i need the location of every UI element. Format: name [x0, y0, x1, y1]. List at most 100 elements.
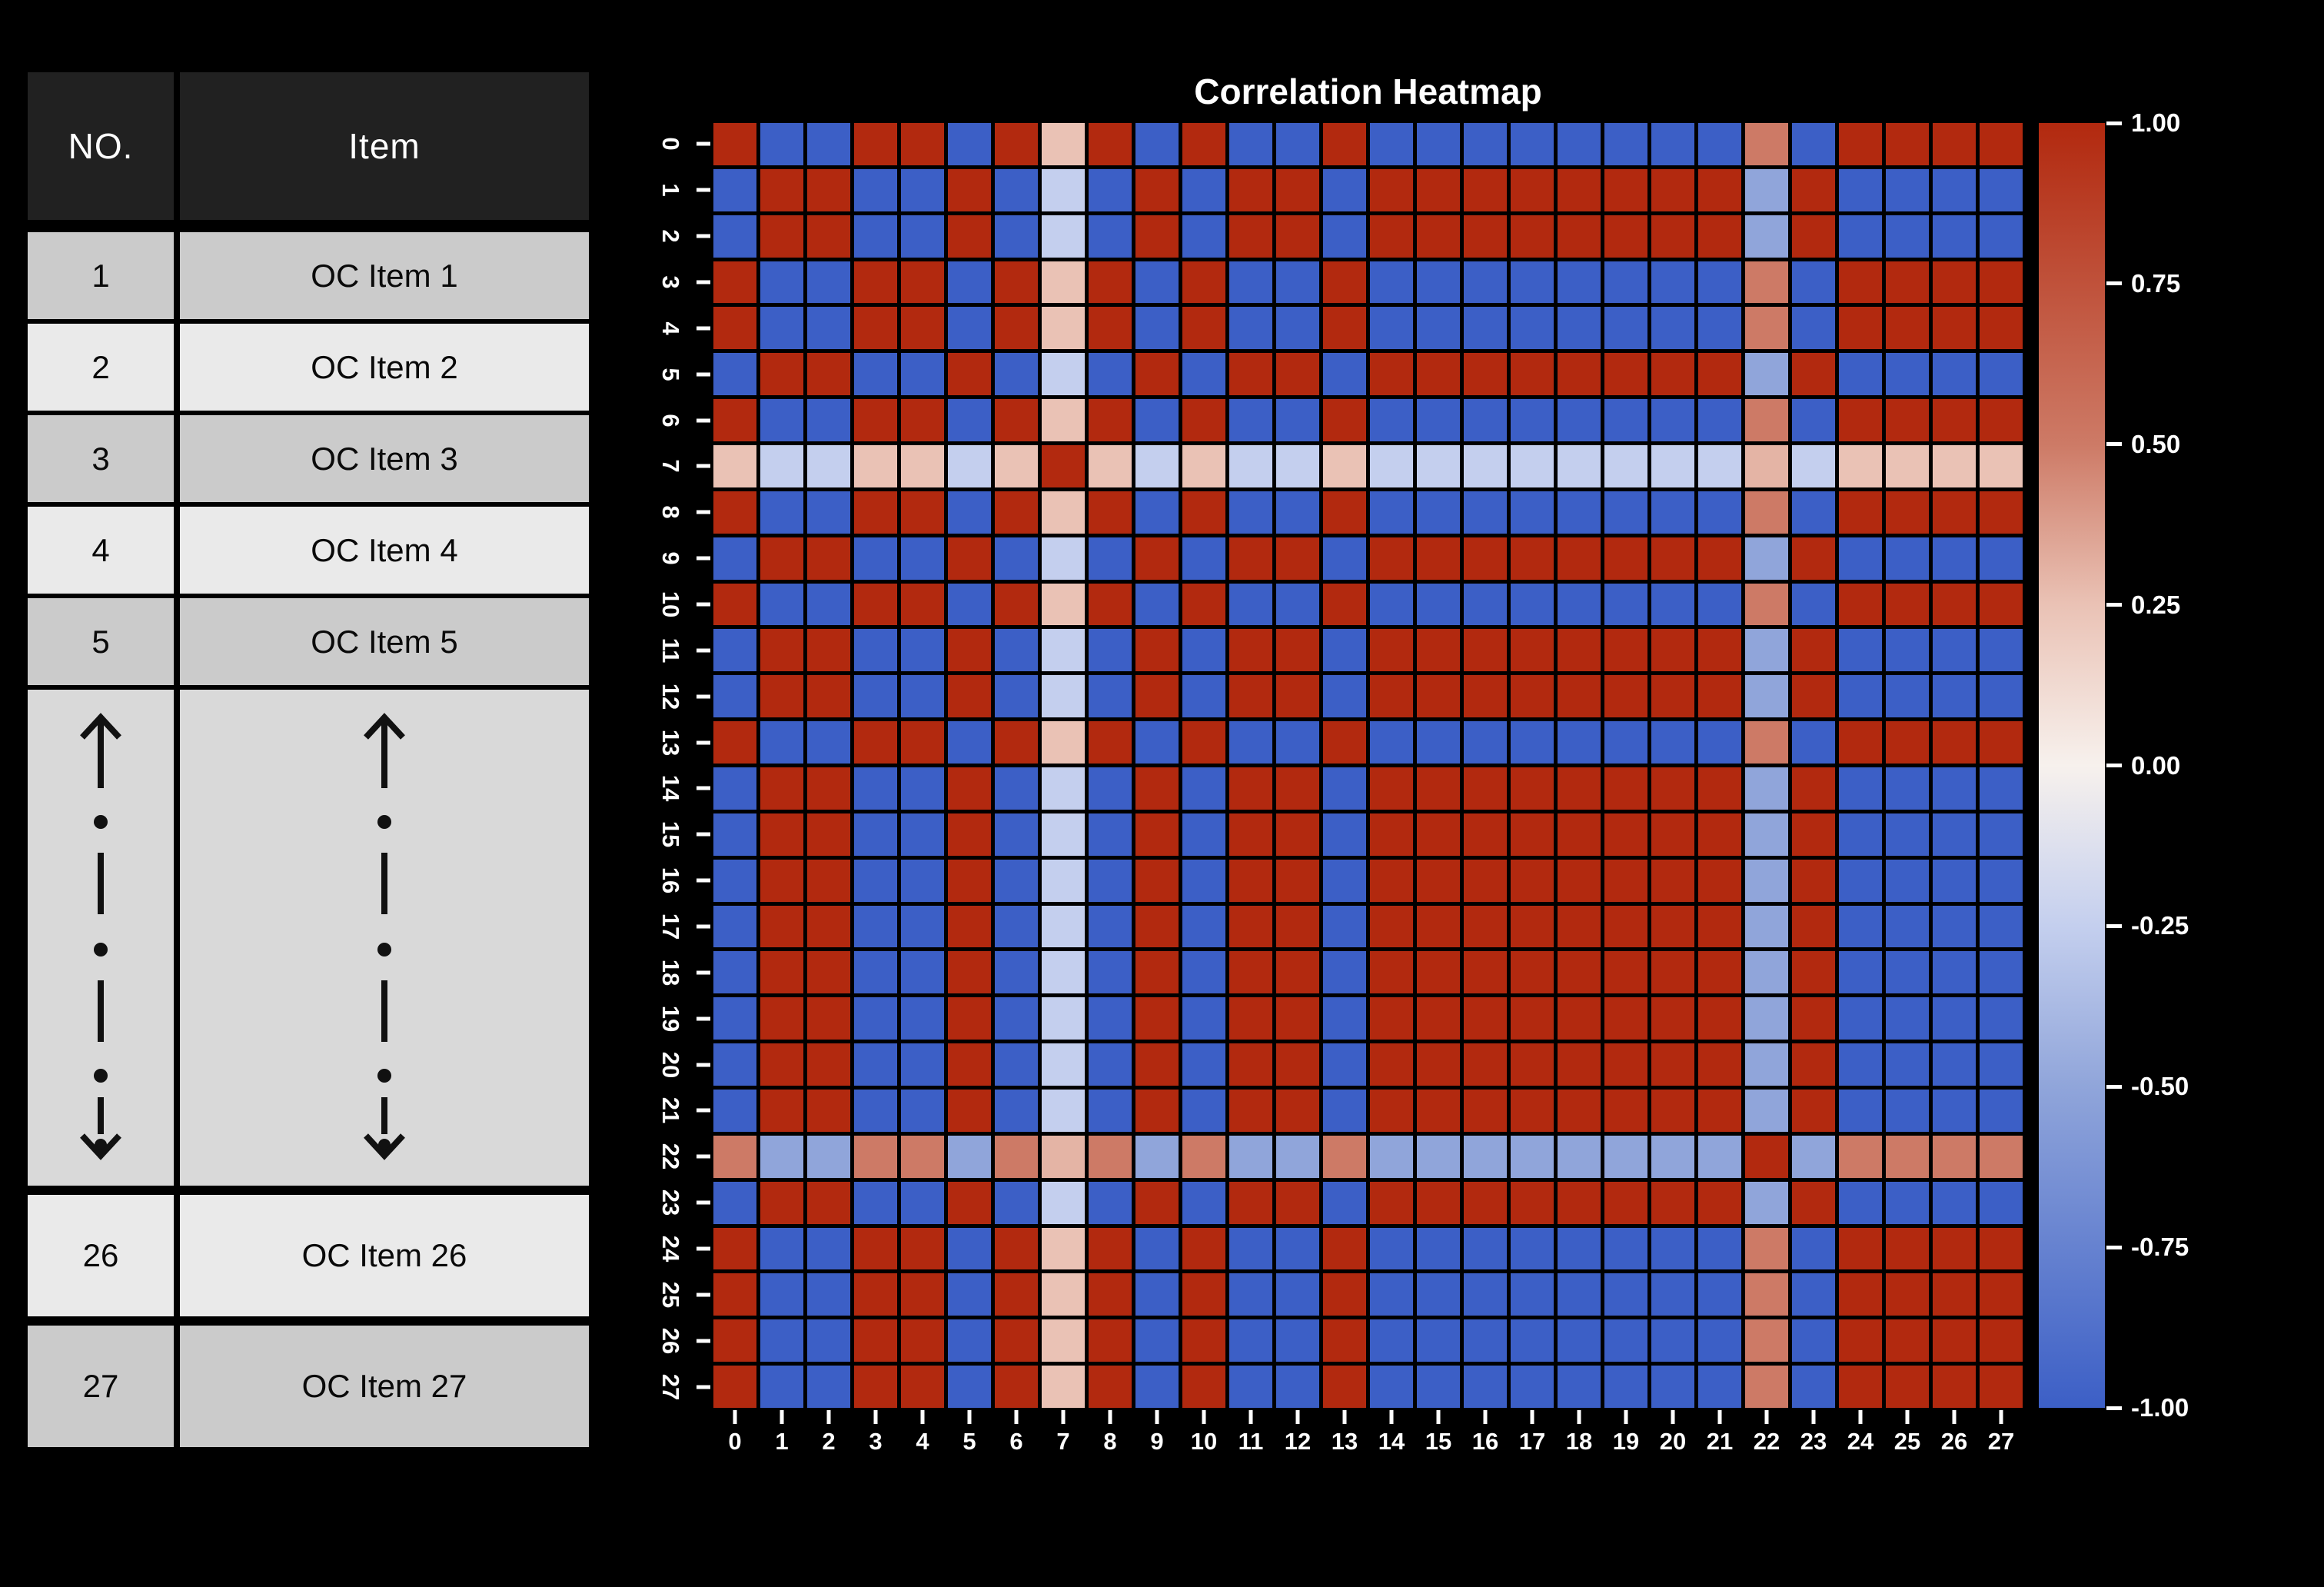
heatmap-cell: [1042, 997, 1085, 1040]
heatmap-cell: [1370, 168, 1413, 211]
heatmap-cell: [1698, 721, 1741, 764]
heatmap-cell: [1980, 1366, 2023, 1408]
heatmap-cell: [854, 261, 897, 304]
heatmap-cell: [1933, 767, 1976, 810]
y-tick-mark: [697, 970, 710, 975]
heatmap-cell: [1135, 859, 1179, 902]
heatmap-cell: [1558, 1273, 1601, 1316]
heatmap-cell: [1182, 1043, 1225, 1086]
heatmap-cell: [1886, 721, 1929, 764]
heatmap-cell: [948, 1227, 991, 1270]
heatmap-grid: [713, 123, 2023, 1408]
y-tick-mark: [697, 326, 710, 331]
heatmap-cell: [1511, 629, 1554, 672]
heatmap-cell: [854, 491, 897, 534]
heatmap-cell: [948, 1273, 991, 1316]
heatmap-cell: [1980, 767, 2023, 810]
heatmap-cell: [1089, 1319, 1132, 1362]
heatmap-cell: [1886, 859, 1929, 902]
heatmap-cell: [1511, 168, 1554, 211]
heatmap-cell: [1745, 537, 1788, 580]
y-tick-label: 0: [657, 137, 684, 151]
y-tick: 21: [623, 1090, 710, 1132]
heatmap-cell: [807, 813, 850, 856]
heatmap-cell: [1980, 353, 2023, 396]
heatmap-cell: [713, 1273, 756, 1316]
heatmap-cell: [1276, 1135, 1319, 1178]
heatmap-cell: [760, 813, 803, 856]
heatmap-cell: [1229, 491, 1272, 534]
y-tick: 1: [623, 169, 710, 211]
heatmap-cell: [1229, 905, 1272, 948]
heatmap-cell: [948, 1090, 991, 1132]
heatmap-cell: [995, 168, 1038, 211]
heatmap-cell: [1135, 997, 1179, 1040]
heatmap-cell: [1745, 1273, 1788, 1316]
heatmap-cell: [1276, 123, 1319, 165]
heatmap-cell: [1980, 261, 2023, 304]
heatmap-cell: [1839, 1227, 1882, 1270]
heatmap-cell: [1839, 445, 1882, 487]
x-tick-mark: [1811, 1410, 1816, 1424]
heatmap-cell: [995, 1227, 1038, 1270]
heatmap-cell: [1604, 1090, 1647, 1132]
heatmap-cell: [1135, 1135, 1179, 1178]
x-tick-mark: [1530, 1410, 1534, 1424]
heatmap-cell: [854, 629, 897, 672]
heatmap-cell: [760, 1366, 803, 1408]
heatmap-cell: [995, 1090, 1038, 1132]
heatmap-cell: [1933, 307, 1976, 350]
heatmap-cell: [1839, 859, 1882, 902]
item-table-header: NO. Item: [28, 72, 589, 220]
heatmap-cell: [948, 445, 991, 487]
heatmap-cell: [1323, 767, 1366, 810]
heatmap-cell: [1558, 261, 1601, 304]
heatmap-cell: [1135, 353, 1179, 396]
heatmap-cell: [1604, 1227, 1647, 1270]
x-tick: 21: [1698, 1408, 1741, 1469]
heatmap-cell: [1745, 123, 1788, 165]
heatmap-cell: [1417, 859, 1460, 902]
heatmap-cell: [1745, 859, 1788, 902]
heatmap-cell: [760, 767, 803, 810]
heatmap-cell: [1604, 307, 1647, 350]
heatmap-cell: [1558, 215, 1601, 258]
x-tick-label: 16: [1471, 1428, 1499, 1455]
colorbar-tick-label: -1.00: [2131, 1393, 2189, 1422]
heatmap-cell: [1323, 307, 1366, 350]
heatmap-cell: [1698, 445, 1741, 487]
colorbar-tick-label: -0.25: [2131, 911, 2189, 940]
heatmap-cell: [1651, 997, 1694, 1040]
heatmap-cell: [854, 675, 897, 718]
x-tick-label: 7: [1056, 1428, 1070, 1455]
y-tick: 26: [623, 1319, 710, 1362]
heatmap-cell: [1370, 215, 1413, 258]
heatmap-cell: [1839, 215, 1882, 258]
heatmap-cell: [901, 859, 944, 902]
y-tick-label: 25: [657, 1281, 684, 1309]
heatmap-cell: [948, 1181, 991, 1224]
heatmap-cell: [1886, 1273, 1929, 1316]
x-tick: 16: [1464, 1408, 1507, 1469]
heatmap-cell: [948, 537, 991, 580]
heatmap-cell: [1933, 537, 1976, 580]
heatmap-cell: [1792, 1043, 1835, 1086]
heatmap-cell: [1651, 1181, 1694, 1224]
heatmap-cell: [807, 1090, 850, 1132]
heatmap-cell: [1135, 445, 1179, 487]
x-tick-mark: [1483, 1410, 1488, 1424]
heatmap-cell: [1135, 813, 1179, 856]
colorbar-tick-label: -0.50: [2131, 1072, 2189, 1101]
x-tick-mark: [1436, 1410, 1441, 1424]
heatmap-cell: [854, 1090, 897, 1132]
y-tick-label: 7: [657, 459, 684, 474]
heatmap-cell: [713, 1090, 756, 1132]
heatmap-cell: [1839, 721, 1882, 764]
heatmap-cell: [1417, 1227, 1460, 1270]
heatmap-cell: [713, 215, 756, 258]
heatmap-cell: [1370, 1043, 1413, 1086]
heatmap-cell: [1229, 721, 1272, 764]
heatmap-cell: [1604, 813, 1647, 856]
x-tick: 18: [1558, 1408, 1601, 1469]
heatmap-cell: [1323, 1181, 1366, 1224]
